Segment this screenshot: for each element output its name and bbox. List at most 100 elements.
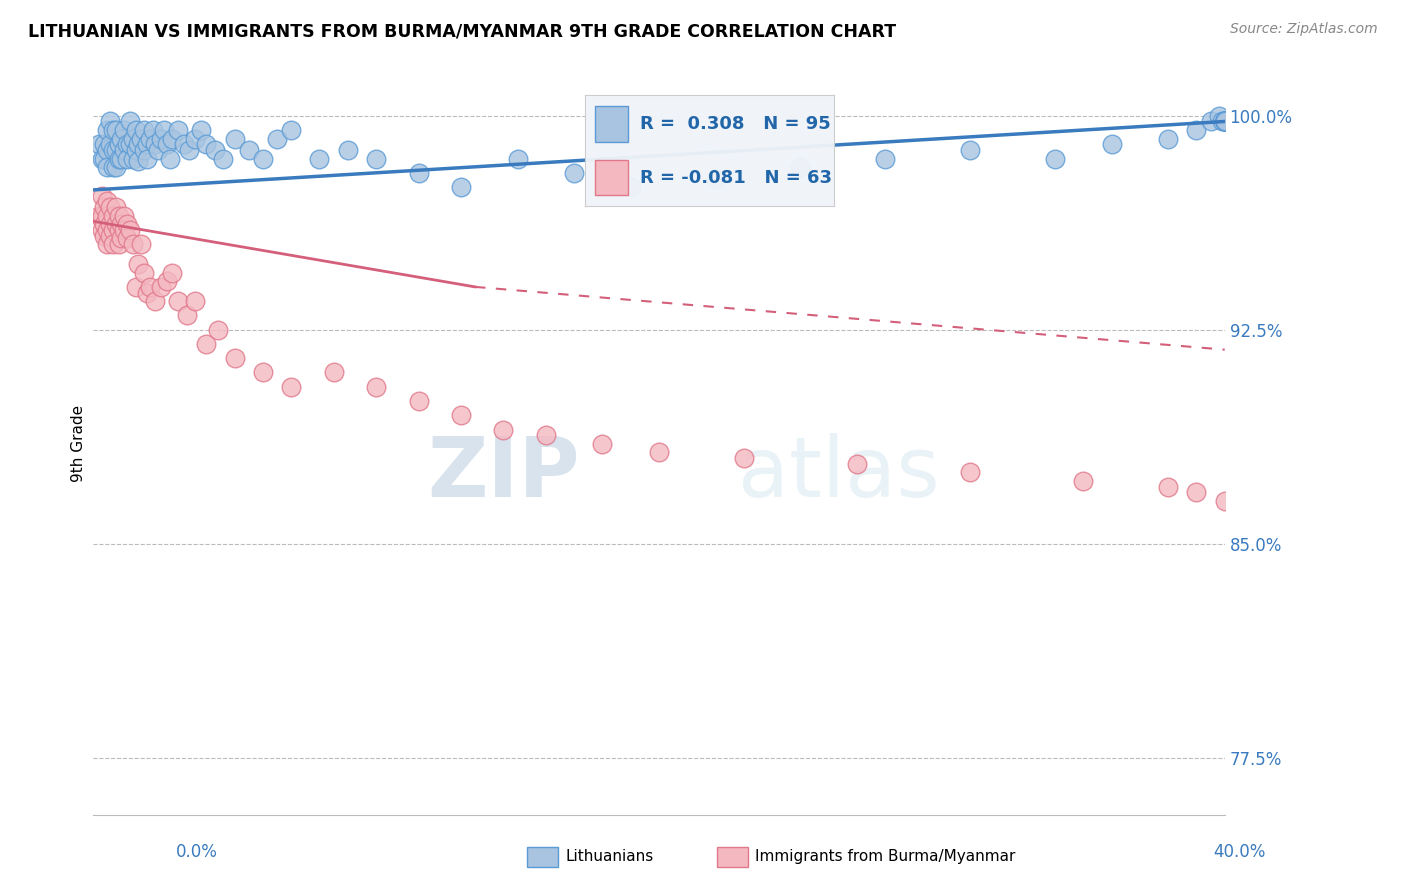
- Point: [1213, 114, 1236, 128]
- Point: [959, 465, 981, 479]
- Point: [96, 194, 118, 209]
- Point: [112, 209, 135, 223]
- Point: [364, 152, 387, 166]
- Point: [195, 337, 218, 351]
- Point: [176, 309, 198, 323]
- Point: [127, 154, 149, 169]
- Point: [93, 137, 115, 152]
- Point: [1157, 131, 1180, 145]
- Point: [280, 123, 302, 137]
- Point: [93, 200, 115, 214]
- Point: [101, 160, 124, 174]
- Point: [136, 285, 159, 300]
- Point: [112, 123, 135, 137]
- Point: [1213, 114, 1236, 128]
- Point: [336, 143, 359, 157]
- Point: [136, 137, 159, 152]
- Point: [110, 231, 132, 245]
- Point: [195, 137, 218, 152]
- Point: [1213, 114, 1236, 128]
- Text: ZIP: ZIP: [427, 433, 579, 514]
- Point: [1071, 474, 1094, 488]
- Point: [224, 131, 246, 145]
- Point: [115, 231, 138, 245]
- Point: [648, 445, 671, 459]
- Point: [145, 294, 167, 309]
- Point: [121, 131, 143, 145]
- Text: Lithuanians: Lithuanians: [565, 849, 654, 863]
- Point: [112, 223, 135, 237]
- Point: [1213, 114, 1236, 128]
- Point: [110, 217, 132, 231]
- Point: [1211, 114, 1233, 128]
- Point: [1213, 114, 1236, 128]
- Point: [115, 152, 138, 166]
- Point: [139, 280, 162, 294]
- Point: [1213, 114, 1236, 128]
- Point: [124, 280, 146, 294]
- Point: [156, 274, 179, 288]
- Point: [184, 131, 207, 145]
- Point: [224, 351, 246, 366]
- Point: [101, 143, 124, 157]
- Point: [1101, 137, 1123, 152]
- Point: [90, 152, 112, 166]
- Point: [846, 457, 869, 471]
- Point: [1185, 123, 1208, 137]
- Point: [408, 166, 430, 180]
- Point: [1213, 114, 1236, 128]
- Point: [190, 123, 212, 137]
- Point: [733, 450, 755, 465]
- Point: [110, 131, 132, 145]
- Point: [252, 152, 274, 166]
- Text: 0.0%: 0.0%: [176, 843, 218, 861]
- Point: [101, 123, 124, 137]
- Point: [1213, 114, 1236, 128]
- Point: [101, 223, 124, 237]
- Point: [110, 152, 132, 166]
- Point: [162, 131, 184, 145]
- Point: [450, 180, 472, 194]
- Point: [1213, 114, 1236, 128]
- Point: [162, 266, 184, 280]
- Point: [96, 123, 118, 137]
- Point: [115, 137, 138, 152]
- Point: [93, 228, 115, 243]
- Point: [124, 123, 146, 137]
- Point: [90, 209, 112, 223]
- Text: Source: ZipAtlas.com: Source: ZipAtlas.com: [1230, 22, 1378, 37]
- Point: [252, 366, 274, 380]
- Point: [87, 209, 110, 223]
- Point: [90, 223, 112, 237]
- Point: [107, 223, 129, 237]
- Point: [96, 143, 118, 157]
- Point: [132, 143, 155, 157]
- Point: [156, 137, 179, 152]
- Point: [1213, 114, 1236, 128]
- Point: [506, 152, 529, 166]
- Point: [153, 123, 176, 137]
- Point: [118, 223, 141, 237]
- Point: [364, 380, 387, 394]
- Point: [132, 123, 155, 137]
- Point: [96, 209, 118, 223]
- Point: [1213, 114, 1236, 128]
- Point: [118, 137, 141, 152]
- Point: [207, 323, 229, 337]
- Point: [93, 217, 115, 231]
- Point: [90, 188, 112, 202]
- Point: [789, 160, 811, 174]
- Point: [93, 152, 115, 166]
- Point: [104, 123, 127, 137]
- Point: [280, 380, 302, 394]
- Point: [98, 228, 121, 243]
- Point: [104, 217, 127, 231]
- Text: atlas: atlas: [738, 433, 939, 514]
- Point: [96, 237, 118, 252]
- Point: [87, 137, 110, 152]
- Point: [1213, 114, 1236, 128]
- Point: [129, 237, 152, 252]
- Point: [98, 217, 121, 231]
- Point: [1213, 114, 1236, 128]
- Point: [127, 137, 149, 152]
